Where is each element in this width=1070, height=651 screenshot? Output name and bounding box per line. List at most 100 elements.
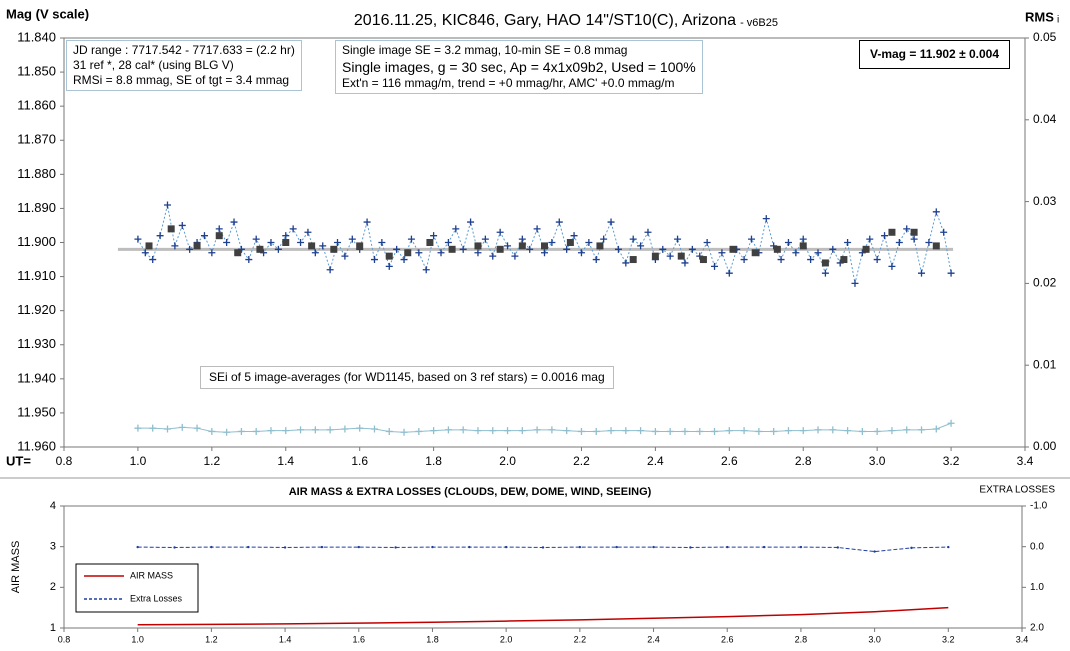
average-marker [541, 242, 548, 250]
point-marker [585, 239, 593, 246]
point-marker [541, 546, 545, 549]
point-marker [747, 235, 755, 243]
point-marker [910, 235, 918, 243]
point-marker [356, 424, 364, 432]
point-marker [777, 256, 785, 264]
point-marker [496, 228, 504, 236]
point-marker [548, 239, 556, 246]
average-marker [282, 239, 290, 246]
point-marker [622, 259, 630, 267]
point-marker [156, 232, 164, 240]
point-marker [407, 235, 415, 243]
average-marker [215, 232, 223, 240]
y-tick-label: 11.840 [17, 29, 56, 44]
average-marker [474, 242, 482, 250]
point-marker [829, 426, 837, 434]
point-marker [489, 252, 497, 260]
point-marker [918, 426, 926, 434]
series-line [137, 204, 952, 284]
point-marker [304, 228, 312, 236]
point-marker [703, 239, 711, 246]
point-marker [829, 245, 837, 253]
point-marker [149, 256, 157, 264]
point-marker [637, 427, 645, 435]
point-marker [888, 262, 896, 270]
point-marker [652, 545, 655, 549]
y2-axis-label: EXTRA LOSSES [979, 485, 1055, 496]
x-tick-label: 3.4 [1017, 454, 1034, 468]
point-marker [163, 201, 171, 209]
y2-tick-label: 0.04 [1033, 112, 1057, 126]
y-tick-label: 2 [50, 581, 56, 593]
x-tick-label: 1.4 [277, 454, 294, 468]
point-marker [444, 239, 452, 246]
point-marker [541, 249, 548, 257]
point-marker [881, 232, 889, 240]
point-marker [533, 426, 541, 434]
point-marker [363, 218, 371, 226]
y-tick-label: 3 [50, 541, 56, 553]
point-marker [910, 546, 913, 550]
point-marker [932, 425, 940, 433]
average-marker [888, 228, 896, 236]
point-marker [289, 225, 297, 233]
point-marker [895, 239, 903, 246]
info-line: Ext'n = 116 mmag/m, trend = +0 mmag/hr, … [342, 76, 675, 90]
y-tick-label: 11.850 [17, 64, 56, 79]
y2-tick-label: 0.03 [1033, 194, 1057, 208]
point-marker [141, 249, 149, 257]
point-marker [858, 427, 866, 435]
point-marker [947, 545, 950, 549]
point-marker [385, 427, 393, 435]
point-marker [215, 225, 223, 233]
average-marker [448, 245, 456, 253]
average-marker [910, 228, 918, 236]
point-marker [237, 427, 245, 435]
point-marker [725, 427, 733, 435]
point-marker [578, 545, 582, 549]
average-marker [773, 245, 781, 253]
average-marker [496, 245, 504, 253]
point-marker [518, 427, 526, 435]
point-marker [247, 545, 250, 549]
x-tick-label: 1.4 [279, 634, 292, 644]
info-box: JD range : 7717.542 - 7717.633 = (2.2 hr… [66, 40, 302, 91]
point-marker [319, 242, 327, 250]
x-tick-label: 3.2 [942, 634, 955, 644]
average-marker [426, 239, 434, 246]
point-marker [208, 427, 216, 435]
point-marker [799, 235, 807, 243]
point-marker [681, 427, 689, 435]
point-marker [570, 232, 578, 240]
x-tick-label: 2.8 [795, 634, 808, 644]
point-marker [437, 249, 445, 257]
average-marker [821, 259, 829, 267]
point-marker [504, 427, 512, 435]
average-marker [862, 245, 870, 253]
point-marker [526, 245, 534, 253]
y-tick-label: 11.870 [17, 132, 56, 147]
point-marker [357, 545, 360, 549]
point-marker [348, 235, 356, 243]
sei-line: SEi of 5 image-averages (for WD1145, bas… [209, 370, 605, 384]
x-tick-label: 2.6 [721, 634, 734, 644]
x-tick-label: 3.4 [1016, 634, 1029, 644]
point-marker [394, 546, 397, 549]
chart-subtitle: - v6B25 [740, 17, 778, 29]
point-marker [504, 242, 512, 250]
point-marker [267, 427, 275, 435]
average-marker [651, 252, 659, 260]
x-tick-label: 2.4 [647, 634, 660, 644]
vmag-box: V-mag = 11.902 ± 0.004 [859, 40, 1011, 69]
x-tick-label: 1.2 [205, 634, 218, 644]
point-marker [807, 256, 815, 264]
point-marker [400, 256, 408, 264]
average-marker [729, 245, 737, 253]
average-marker [356, 242, 364, 250]
info-line: 31 ref *, 28 cal* (using BLG V) [73, 58, 234, 72]
point-marker [607, 218, 615, 226]
point-marker [814, 249, 822, 257]
y-tick-label: 11.860 [17, 98, 56, 113]
point-marker [740, 427, 748, 435]
